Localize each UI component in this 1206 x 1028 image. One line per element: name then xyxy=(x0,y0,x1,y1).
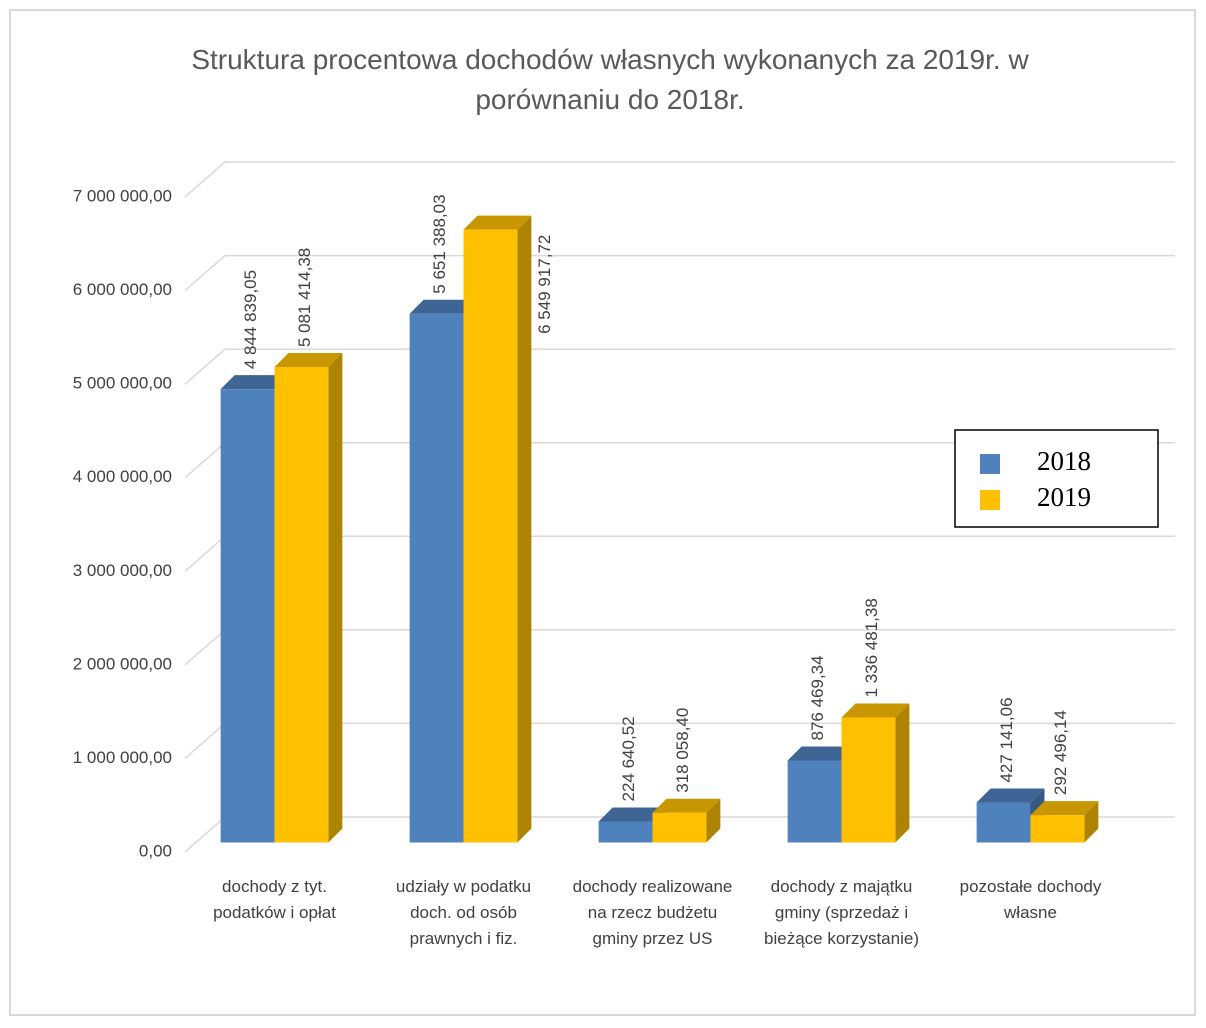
bar-top xyxy=(409,299,478,314)
bar-side xyxy=(517,215,532,843)
y-tick-label: 7 000 000,00 xyxy=(73,186,172,205)
bar xyxy=(220,389,275,843)
value-label: 5 081 414,38 xyxy=(295,248,314,347)
bar-top xyxy=(652,798,721,813)
bar-side xyxy=(895,703,910,843)
y-tick-label: 2 000 000,00 xyxy=(73,654,172,673)
bar xyxy=(409,313,464,843)
y-tick-label: 1 000 000,00 xyxy=(73,748,172,767)
value-label: 876 469,34 xyxy=(808,655,827,740)
legend-box xyxy=(954,429,1159,528)
legend-label: 2019 xyxy=(1037,482,1091,512)
legend-swatch xyxy=(980,490,1000,510)
chart-title: Struktura procentowa dochodów własnych w… xyxy=(191,44,1029,115)
y-tick-label: 6 000 000,00 xyxy=(73,280,172,299)
value-label: 1 336 481,38 xyxy=(862,598,881,697)
bar xyxy=(274,367,329,843)
value-label: 6 549 917,72 xyxy=(535,235,554,334)
bar xyxy=(1030,815,1085,843)
y-tick-label: 0,00 xyxy=(139,841,172,860)
bar-top xyxy=(1030,801,1099,816)
bar-top xyxy=(841,703,910,718)
y-tick-label: 3 000 000,00 xyxy=(73,561,172,580)
bar-top xyxy=(787,746,856,761)
legend-label: 2018 xyxy=(1037,446,1091,476)
value-label: 4 844 839,05 xyxy=(241,270,260,369)
value-label: 318 058,40 xyxy=(673,708,692,793)
bar-side xyxy=(1084,801,1099,843)
bar xyxy=(787,760,842,843)
value-label: 292 496,14 xyxy=(1051,710,1070,795)
grid-line xyxy=(184,348,1175,385)
bar xyxy=(976,802,1031,843)
x-tick-label: dochody z majątku gminy (sprzedaż i bieżąc… xyxy=(764,877,919,948)
legend-swatch xyxy=(980,454,1000,474)
value-label: 224 640,52 xyxy=(619,716,638,801)
grid-line xyxy=(184,254,1175,292)
bar-side xyxy=(328,353,343,843)
y-tick-label: 5 000 000,00 xyxy=(73,374,172,393)
bar-side xyxy=(706,798,721,843)
y-tick-label: 4 000 000,00 xyxy=(73,467,172,486)
x-tick-label: pozostałe dochody własne xyxy=(960,877,1102,922)
grid-line xyxy=(184,161,1175,198)
bar xyxy=(652,812,707,843)
bar-top xyxy=(598,807,667,822)
bar xyxy=(841,717,896,843)
bar-top xyxy=(463,215,532,230)
value-label: 5 651 388,03 xyxy=(430,194,449,293)
x-tick-label: dochody realizowane na rzecz budżetu gminy… xyxy=(573,877,733,948)
x-tick-label: udziały w podatku doch. od osób prawnych i… xyxy=(396,877,531,948)
x-tick-label: dochody z tyt. podatków i opłat xyxy=(213,877,336,922)
bar xyxy=(598,821,653,843)
bar-top xyxy=(976,788,1045,803)
value-label: 427 141,06 xyxy=(997,697,1016,782)
bar-top xyxy=(220,375,289,390)
bar-top xyxy=(274,353,343,368)
bar xyxy=(463,229,518,843)
